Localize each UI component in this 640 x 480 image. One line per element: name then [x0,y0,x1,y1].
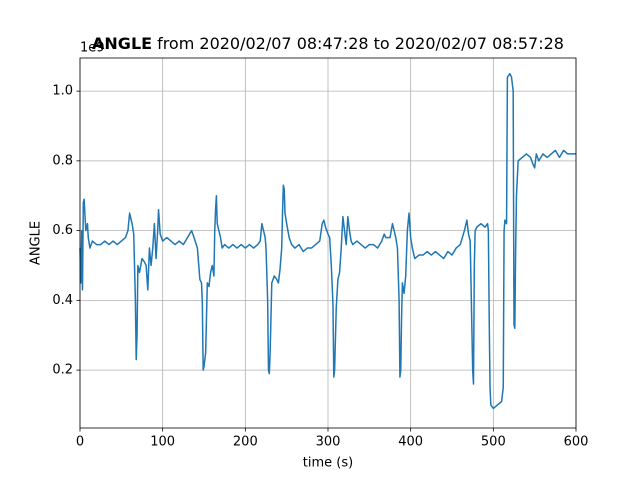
y-tick-label: 0.4 [52,293,73,308]
x-tick-label: 0 [76,435,84,450]
chart-title: ANGLE from 2020/02/07 08:47:28 to 2020/02… [92,34,564,53]
title-text: from 2020/02/07 08:47:28 to 2020/02/07 0… [157,34,564,53]
y-tick-label: 0.8 [52,153,73,168]
title-variable: ANGLE [92,34,152,53]
x-tick-label: 500 [481,435,506,450]
x-tick-label: 300 [316,435,341,450]
x-tick-label: 600 [564,435,589,450]
y-tick-label: 0.6 [52,223,73,238]
y-tick-label: 1.0 [52,84,73,99]
x-axis-label: time (s) [303,456,353,471]
data-line [79,72,576,410]
axes-frame [79,57,577,429]
x-tick-label: 400 [398,435,423,450]
x-tick-label: 200 [233,435,258,450]
y-tick-label: 0.2 [52,363,73,378]
y-offset-label: 1e9 [80,41,105,56]
x-tick-label: 100 [150,435,175,450]
y-axis-label: ANGLE [29,221,44,265]
